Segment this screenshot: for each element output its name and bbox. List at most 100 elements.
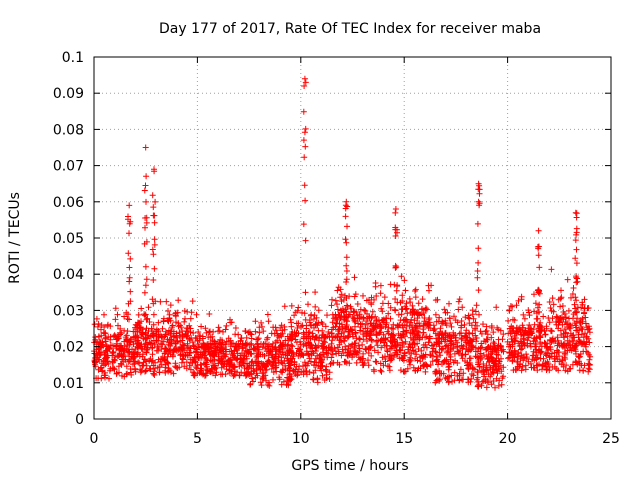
- data-point: [183, 328, 190, 335]
- data-point: [526, 329, 533, 336]
- data-point: [357, 306, 364, 313]
- data-point: [354, 349, 361, 356]
- data-point: [162, 349, 169, 355]
- data-point: [571, 301, 578, 308]
- data-point: [167, 302, 174, 309]
- data-point: [573, 246, 580, 253]
- data-point: [533, 315, 540, 322]
- data-point: [189, 298, 196, 305]
- data-point: [207, 328, 213, 335]
- data-point: [371, 368, 378, 375]
- data-point: [420, 322, 427, 329]
- data-point: [491, 343, 498, 350]
- data-point: [573, 324, 580, 331]
- data-point: [472, 319, 479, 326]
- data-point: [264, 343, 271, 350]
- data-point: [493, 304, 500, 311]
- data-point: [446, 315, 453, 322]
- data-point: [557, 295, 564, 302]
- data-point: [233, 346, 240, 353]
- data-point: [425, 282, 432, 289]
- data-point: [532, 354, 539, 361]
- data-point: [243, 334, 250, 341]
- data-point: [317, 365, 324, 372]
- data-point: [343, 262, 350, 269]
- data-point: [450, 332, 457, 339]
- data-point: [295, 320, 302, 327]
- data-point: [380, 331, 387, 338]
- data-point: [160, 315, 167, 322]
- data-point: [343, 302, 350, 309]
- data-point: [576, 358, 582, 365]
- data-point: [391, 306, 398, 313]
- data-point: [550, 301, 557, 308]
- data-point: [470, 336, 477, 343]
- data-point: [351, 308, 357, 315]
- data-point: [150, 251, 157, 258]
- data-point: [305, 351, 312, 358]
- data-point: [260, 328, 267, 335]
- data-point: [313, 334, 320, 341]
- data-point: [476, 190, 483, 197]
- data-point: [150, 277, 157, 283]
- data-point: [126, 358, 133, 364]
- data-point: [477, 350, 484, 357]
- data-point: [288, 358, 295, 365]
- y-tick-labels: 0 0.01 0.02 0.03 0.04 0.05 0.06 0.07 0.08 0.09 0.1: [53, 50, 84, 428]
- data-point: [436, 377, 443, 384]
- data-point: [219, 371, 226, 378]
- data-point: [459, 304, 466, 311]
- data-point: [537, 334, 544, 341]
- data-point: [408, 350, 415, 357]
- data-point: [419, 305, 426, 312]
- data-point: [301, 154, 308, 161]
- data-point: [401, 368, 408, 375]
- data-point: [93, 315, 100, 322]
- data-point: [105, 321, 111, 328]
- data-point: [401, 350, 408, 357]
- data-point: [563, 329, 569, 336]
- data-point: [473, 302, 480, 309]
- data-point: [305, 301, 311, 308]
- data-point: [393, 287, 400, 294]
- data-point: [555, 325, 562, 332]
- data-point: [348, 305, 355, 312]
- data-point: [574, 275, 580, 282]
- data-point: [535, 245, 542, 252]
- data-point: [232, 355, 238, 361]
- data-point: [436, 349, 443, 356]
- data-points: [91, 75, 594, 391]
- data-point: [580, 367, 587, 374]
- data-point: [279, 369, 286, 376]
- data-point: [547, 353, 554, 360]
- data-point: [304, 362, 310, 369]
- data-point: [293, 330, 300, 337]
- data-point: [565, 307, 572, 314]
- data-point: [342, 205, 349, 212]
- data-point: [422, 368, 429, 375]
- data-point: [139, 331, 146, 338]
- data-point: [127, 288, 134, 295]
- data-point: [280, 340, 287, 346]
- data-point: [465, 365, 472, 372]
- data-point: [155, 343, 162, 350]
- data-point: [186, 325, 193, 332]
- data-point: [406, 295, 413, 302]
- data-point: [478, 354, 485, 361]
- data-point: [137, 369, 144, 376]
- data-point: [99, 368, 105, 375]
- data-point: [560, 334, 567, 340]
- data-point: [382, 337, 389, 343]
- data-point: [307, 322, 314, 329]
- data-point: [432, 349, 439, 356]
- data-point: [579, 301, 586, 308]
- data-point: [132, 346, 139, 352]
- data-point: [151, 241, 158, 248]
- data-point: [569, 291, 576, 297]
- data-point: [206, 311, 213, 317]
- data-point: [198, 323, 205, 330]
- data-point: [227, 316, 233, 323]
- y-axis-label: ROTI / TECUs: [7, 192, 23, 284]
- data-point: [365, 357, 371, 364]
- data-point: [275, 359, 282, 366]
